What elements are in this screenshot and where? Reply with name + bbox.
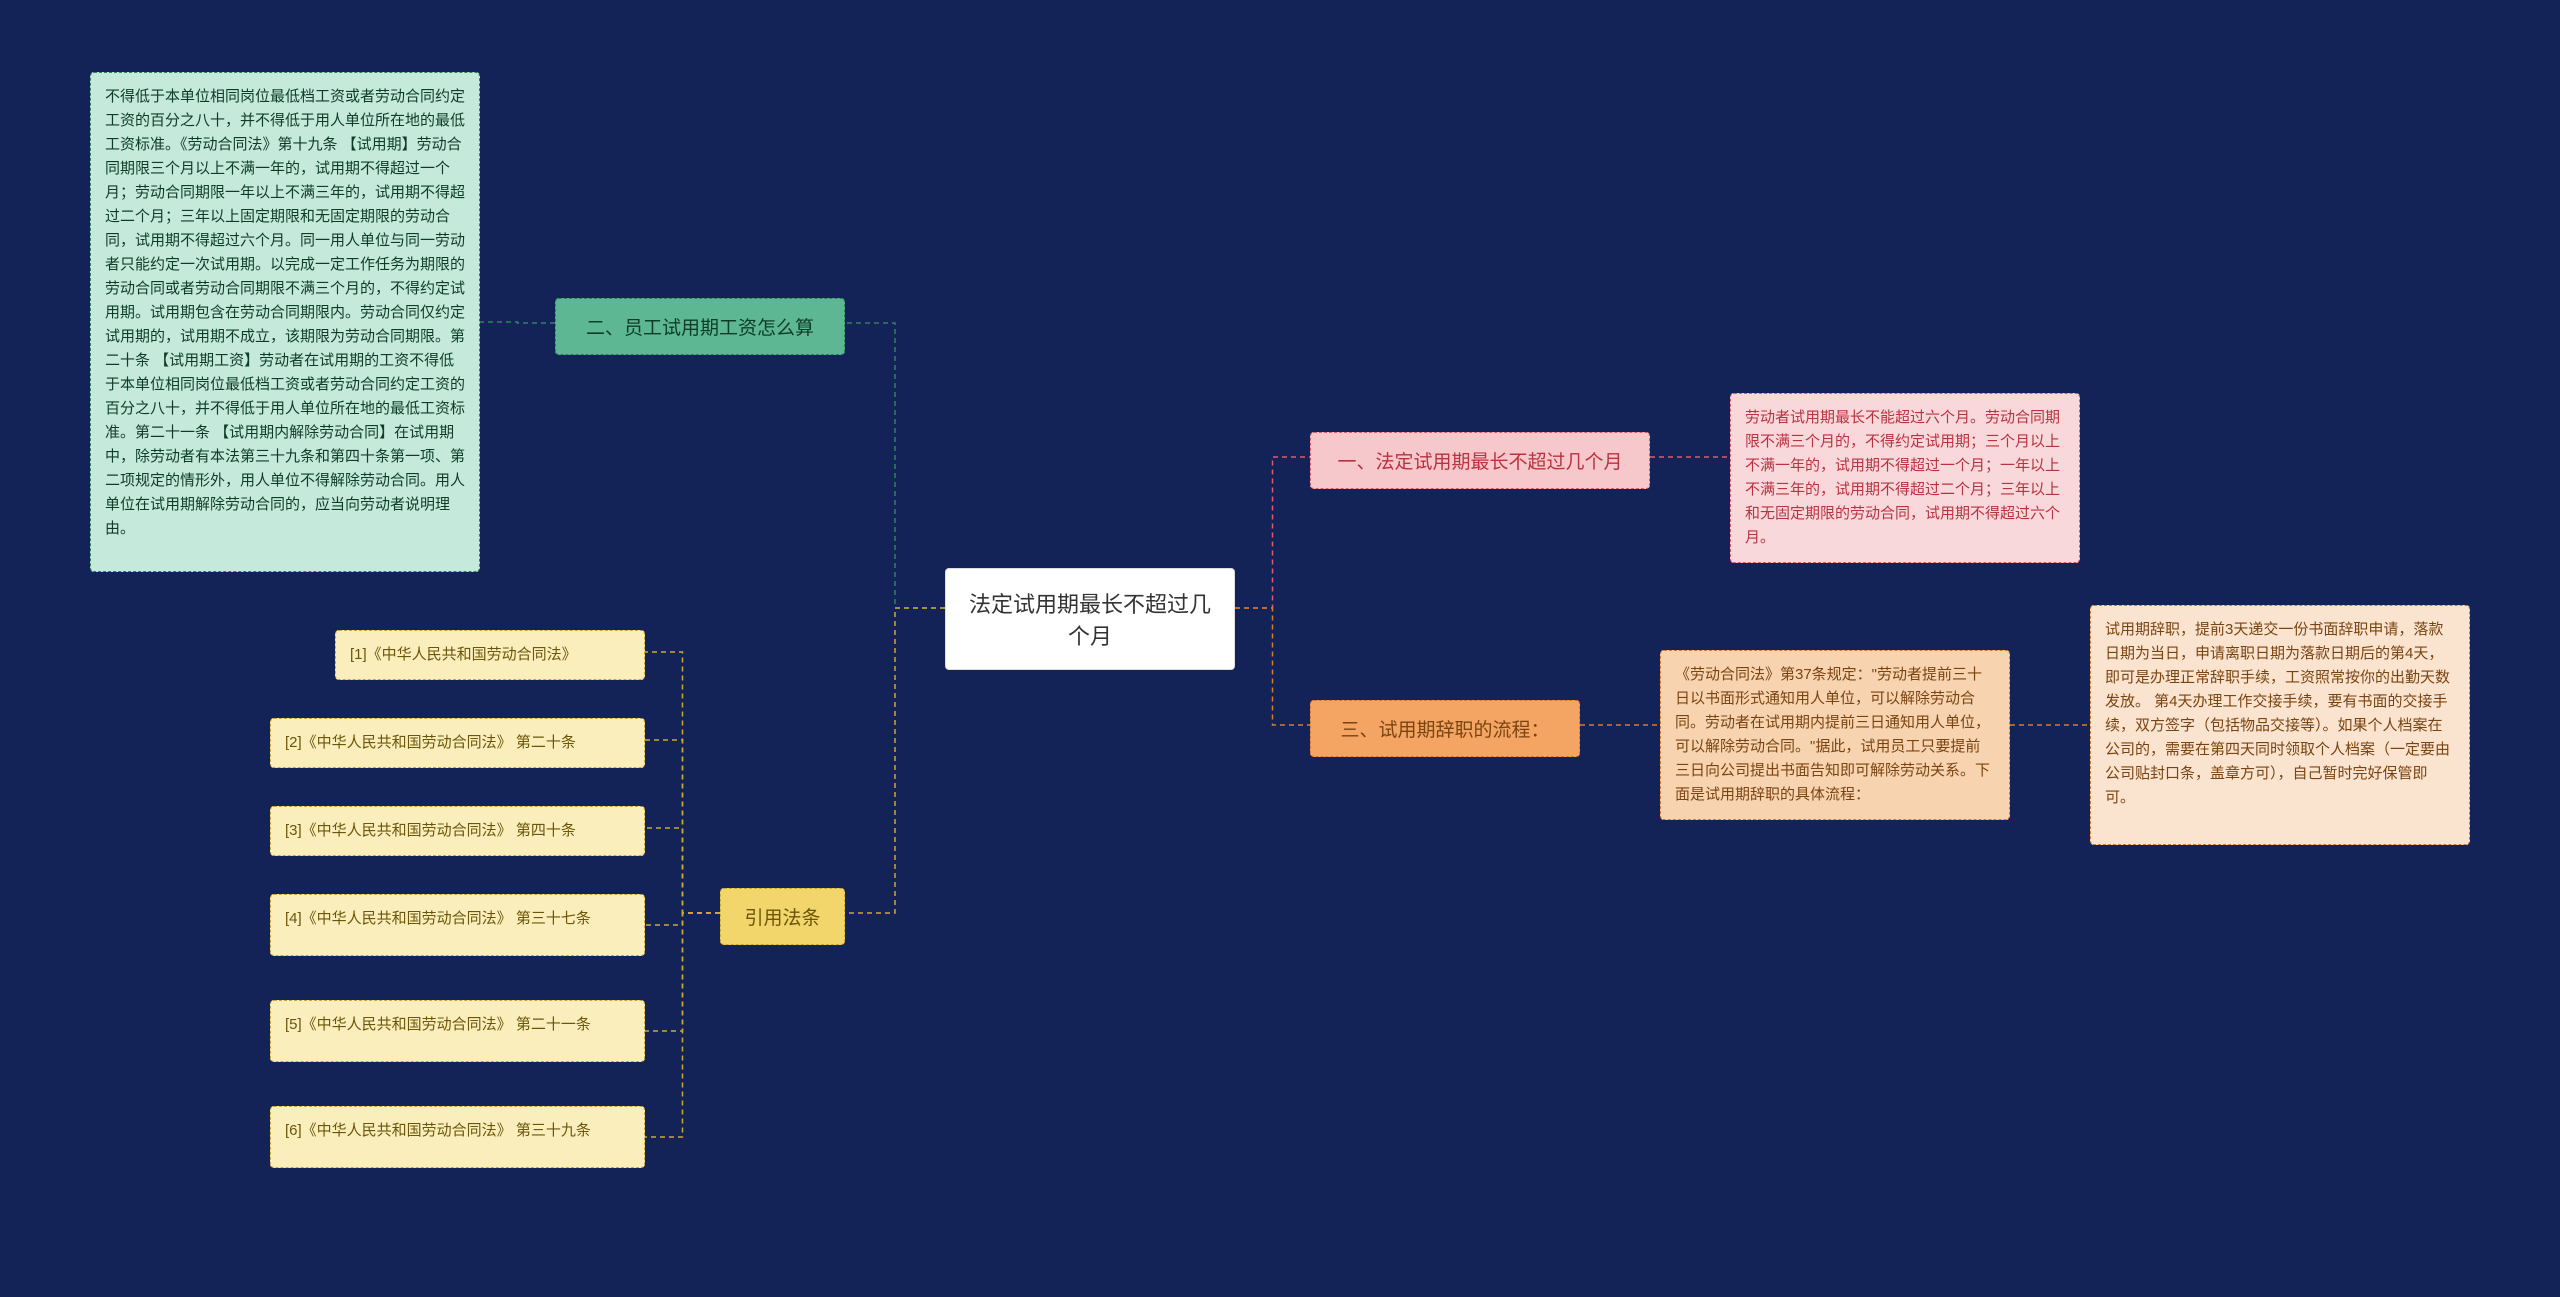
node-text: [6]《中华人民共和国劳动合同法》 第三十九条 xyxy=(285,1122,591,1139)
node-text: [3]《中华人民共和国劳动合同法》 第四十条 xyxy=(285,822,576,839)
leaf-node: [1]《中华人民共和国劳动合同法》 xyxy=(335,630,645,680)
node-text: 不得低于本单位相同岗位最低档工资或者劳动合同约定工资的百分之八十，并不得低于用人… xyxy=(105,88,465,537)
leaf-node: [2]《中华人民共和国劳动合同法》 第二十条 xyxy=(270,718,645,768)
node-text: 试用期辞职，提前3天递交一份书面辞职申请，落款日期为当日，申请离职日期为落款日期… xyxy=(2105,621,2450,806)
leaf-node: 试用期辞职，提前3天递交一份书面辞职申请，落款日期为当日，申请离职日期为落款日期… xyxy=(2090,605,2470,845)
branch-node: 三、试用期辞职的流程： xyxy=(1310,700,1580,757)
leaf-node: 劳动者试用期最长不能超过六个月。劳动合同期限不满三个月的，不得约定试用期；三个月… xyxy=(1730,393,2080,563)
center-node: 法定试用期最长不超过几个月 xyxy=(945,568,1235,670)
leaf-node: [4]《中华人民共和国劳动合同法》 第三十七条 xyxy=(270,894,645,956)
leaf-node: 不得低于本单位相同岗位最低档工资或者劳动合同约定工资的百分之八十，并不得低于用人… xyxy=(90,72,480,572)
leaf-node: [6]《中华人民共和国劳动合同法》 第三十九条 xyxy=(270,1106,645,1168)
leaf-node: [5]《中华人民共和国劳动合同法》 第二十一条 xyxy=(270,1000,645,1062)
node-text: 一、法定试用期最长不超过几个月 xyxy=(1337,452,1622,473)
node-text: 《劳动合同法》第37条规定："劳动者提前三十日以书面形式通知用人单位，可以解除劳… xyxy=(1675,666,1990,803)
node-text: [5]《中华人民共和国劳动合同法》 第二十一条 xyxy=(285,1016,591,1033)
node-text: [1]《中华人民共和国劳动合同法》 xyxy=(350,646,577,663)
center-text: 法定试用期最长不超过几个月 xyxy=(969,592,1211,649)
branch-node: 一、法定试用期最长不超过几个月 xyxy=(1310,432,1650,489)
node-text: [2]《中华人民共和国劳动合同法》 第二十条 xyxy=(285,734,576,751)
leaf-node: 《劳动合同法》第37条规定："劳动者提前三十日以书面形式通知用人单位，可以解除劳… xyxy=(1660,650,2010,820)
branch-node: 二、员工试用期工资怎么算 xyxy=(555,298,845,355)
node-text: 二、员工试用期工资怎么算 xyxy=(586,318,814,339)
node-text: 劳动者试用期最长不能超过六个月。劳动合同期限不满三个月的，不得约定试用期；三个月… xyxy=(1745,409,2060,546)
node-text: 三、试用期辞职的流程： xyxy=(1340,720,1549,741)
branch-node: 引用法条 xyxy=(720,888,845,945)
node-text: [4]《中华人民共和国劳动合同法》 第三十七条 xyxy=(285,910,591,927)
node-text: 引用法条 xyxy=(744,908,820,929)
leaf-node: [3]《中华人民共和国劳动合同法》 第四十条 xyxy=(270,806,645,856)
